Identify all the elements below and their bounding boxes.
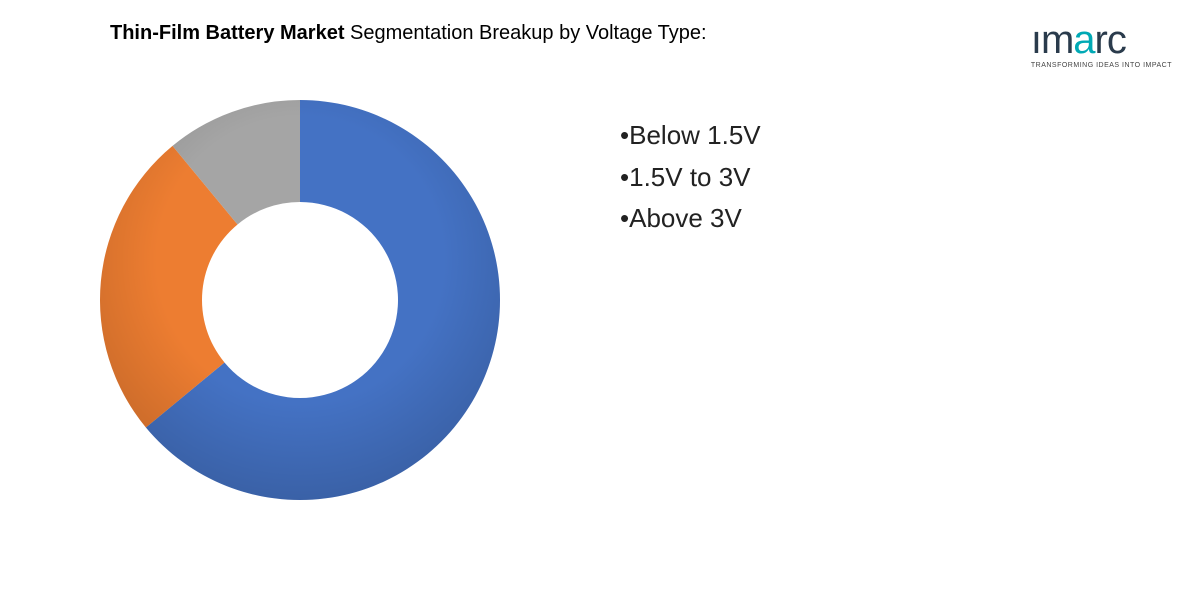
legend-item-2: •Above 3V [620, 198, 761, 240]
logo-seg-1: ım [1031, 18, 1073, 62]
chart-title: Thin-Film Battery Market Segmentation Br… [110, 22, 707, 45]
bullet-icon: • [620, 162, 629, 192]
title-rest: Segmentation Breakup by Voltage Type: [344, 22, 706, 44]
bullet-icon: • [620, 120, 629, 150]
donut-svg [70, 70, 530, 530]
bullet-icon: • [620, 203, 629, 233]
logo-tagline: TRANSFORMING IDEAS INTO IMPACT [1031, 62, 1172, 69]
logo-seg-3: rc [1095, 18, 1126, 62]
legend-label-2: Above 3V [629, 203, 742, 233]
title-bold: Thin-Film Battery Market [110, 22, 344, 44]
legend-item-1: •1.5V to 3V [620, 157, 761, 199]
chart-legend: •Below 1.5V •1.5V to 3V •Above 3V [620, 115, 761, 240]
logo-seg-2: a [1073, 18, 1094, 62]
logo-wordmark: ımarc [1031, 20, 1172, 60]
legend-label-1: 1.5V to 3V [629, 162, 750, 192]
donut-chart [70, 70, 530, 530]
legend-label-0: Below 1.5V [629, 120, 761, 150]
legend-item-0: •Below 1.5V [620, 115, 761, 157]
brand-logo: ımarc TRANSFORMING IDEAS INTO IMPACT [1031, 20, 1172, 69]
